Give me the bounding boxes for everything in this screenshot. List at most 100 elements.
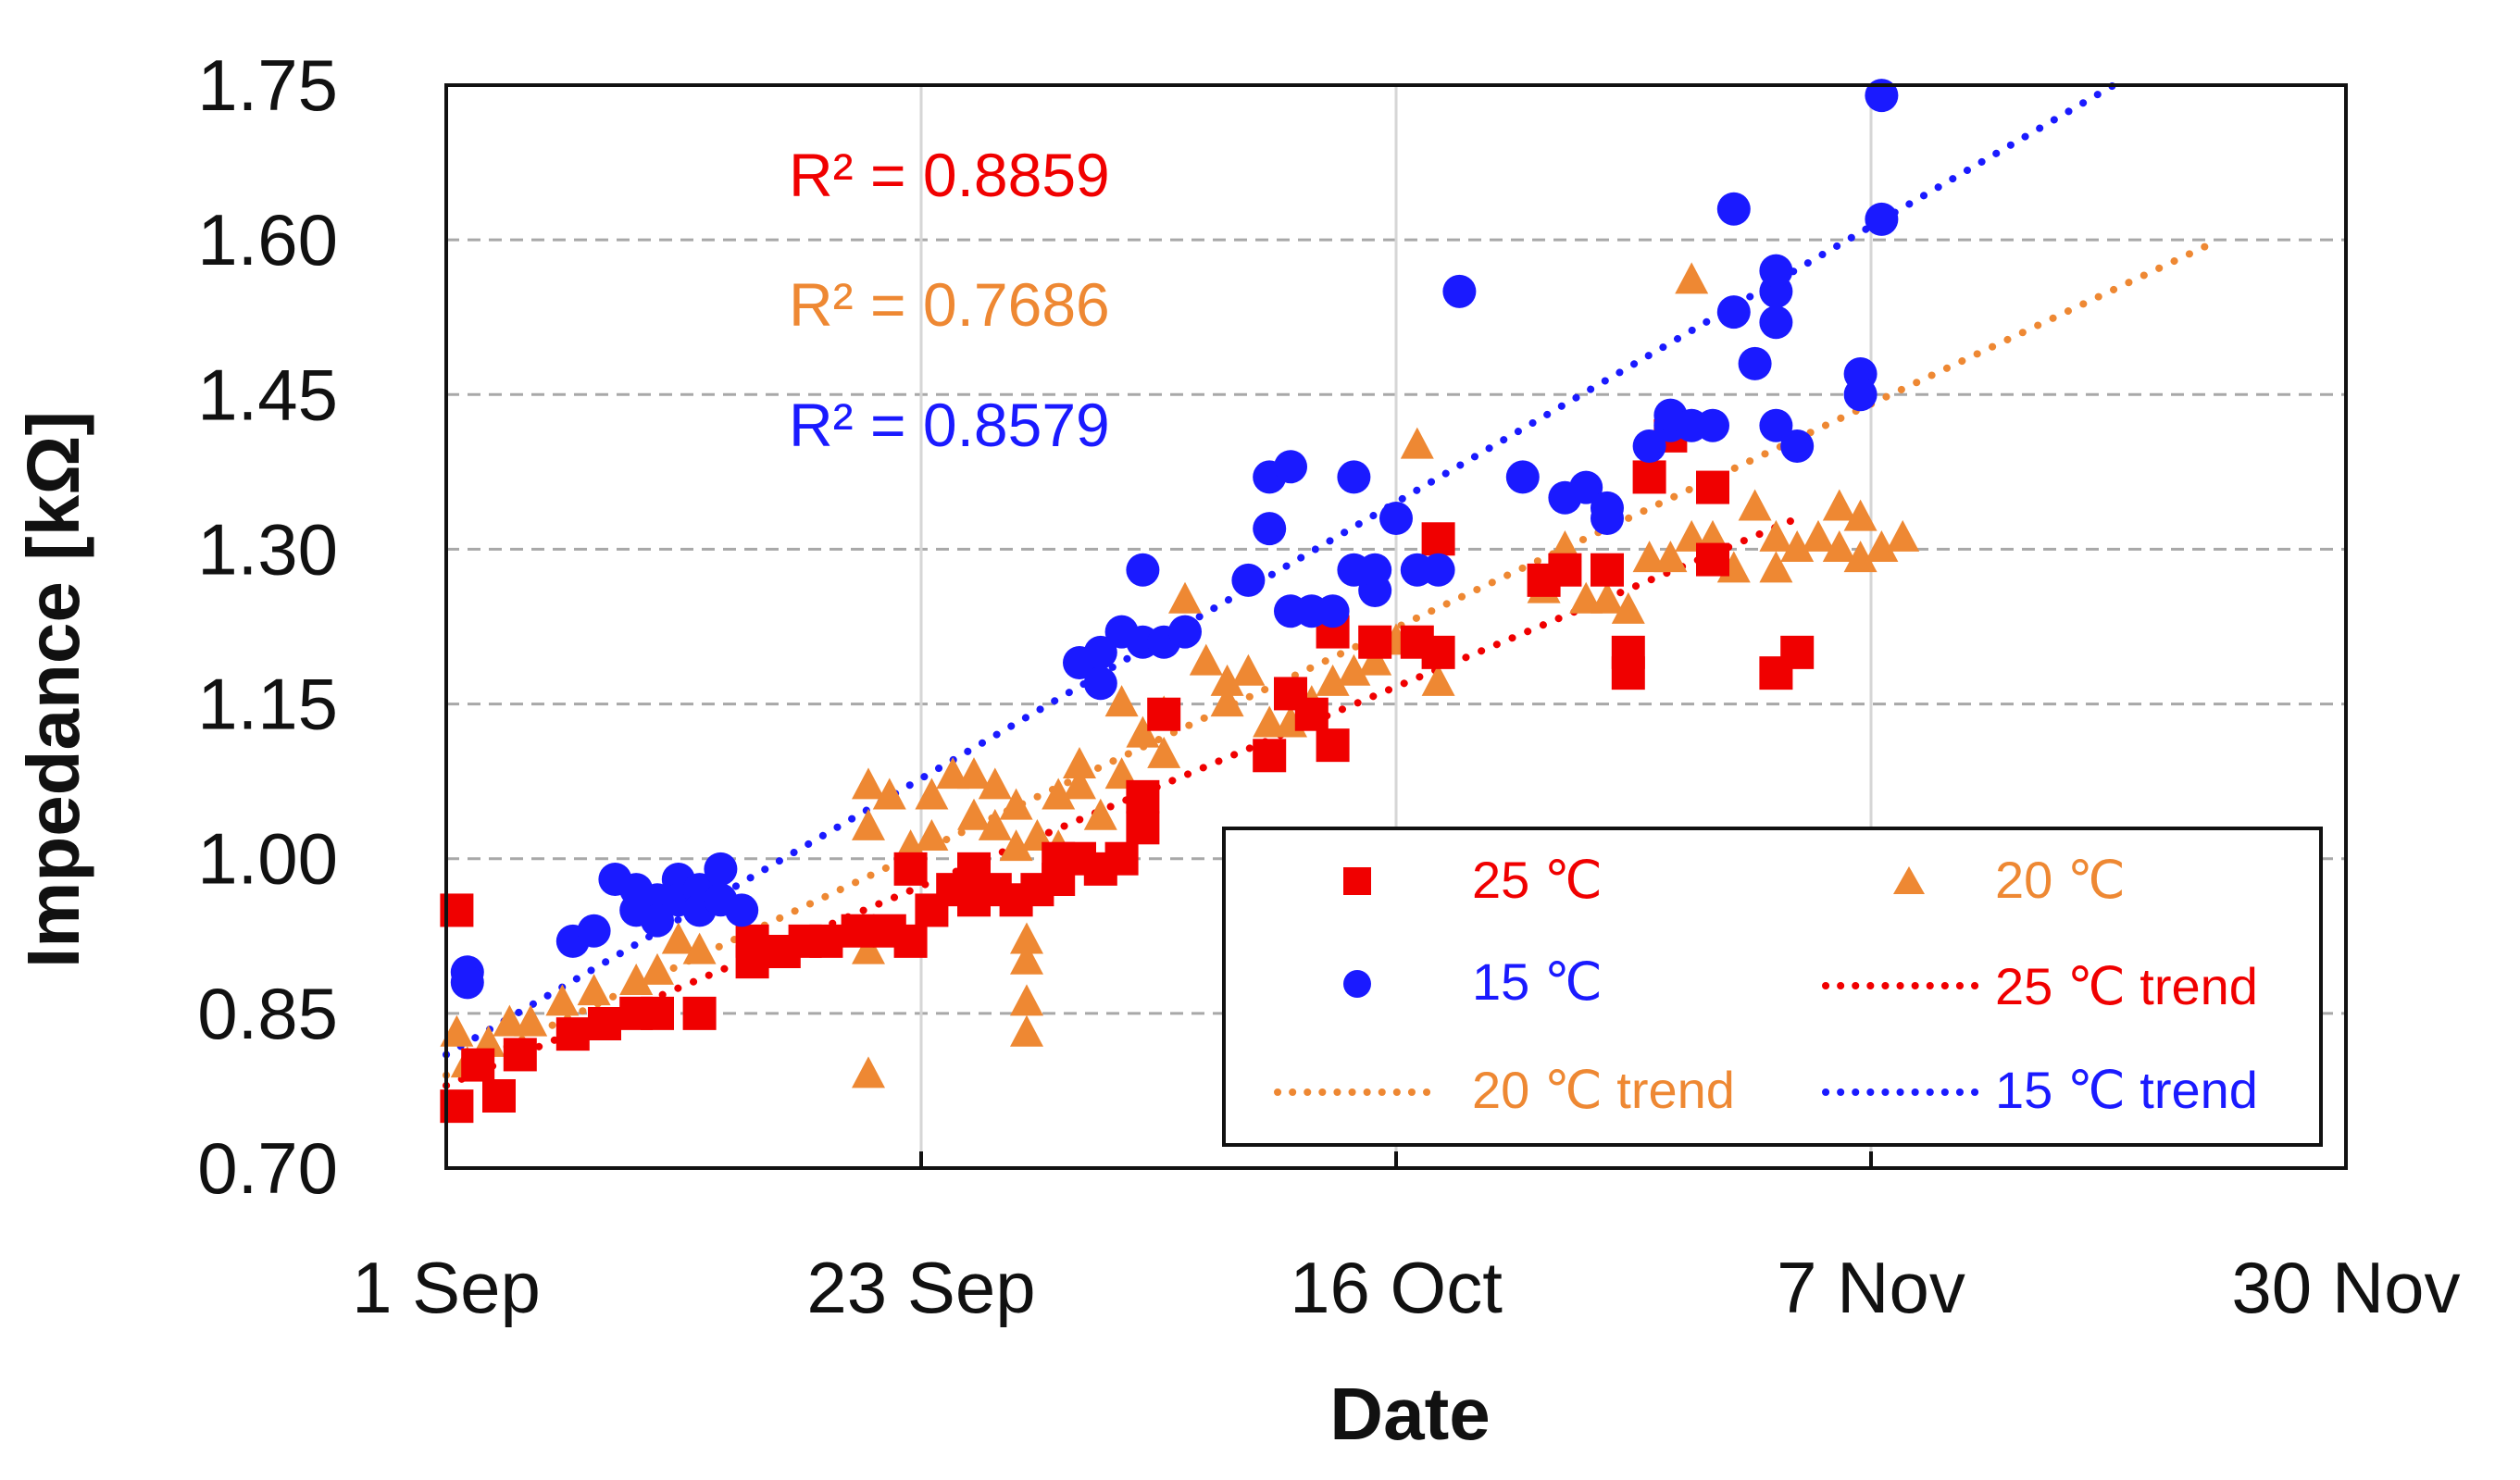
data-point-20-c [545, 984, 580, 1016]
data-point-20-c [852, 767, 885, 800]
x-tick-label: 16 Oct [1290, 1247, 1503, 1328]
data-point-20-c [1010, 942, 1043, 975]
data-point-15-c [1632, 429, 1666, 463]
data-point-20-c [493, 1004, 527, 1037]
data-point-20-c [1822, 530, 1856, 563]
data-point-20-c [1759, 519, 1793, 552]
data-point-25-c [1126, 779, 1160, 814]
data-point-25-c [1591, 553, 1624, 587]
data-point-20-c [1843, 499, 1878, 531]
data-point-15-c [1591, 502, 1624, 535]
y-tick-label: 1.45 [197, 354, 338, 435]
r2-annotation-25c: R² = 0.8859 [789, 141, 1110, 209]
data-point-20-c [1010, 984, 1043, 1016]
y-tick-label: 0.70 [197, 1127, 338, 1209]
data-point-20-c [1189, 643, 1223, 676]
data-point-15-c [1780, 429, 1815, 463]
data-point-20-c [1591, 581, 1624, 614]
data-point-20-c [957, 757, 991, 790]
data-point-15-c [1083, 635, 1117, 669]
x-tick-label: 1 Sep [352, 1247, 541, 1328]
data-point-15-c [1759, 305, 1793, 340]
data-point-25-c [1696, 470, 1729, 504]
data-point-20-c [577, 974, 611, 1006]
data-point-15-c [1505, 460, 1540, 494]
data-point-20-c [1231, 653, 1266, 686]
data-point-25-c [1253, 739, 1287, 773]
data-point-25-c [1611, 656, 1645, 690]
data-point-25-c [682, 996, 717, 1030]
data-point-20-c [872, 777, 906, 810]
data-point-20-c [1104, 685, 1139, 717]
data-point-25-c [1294, 697, 1329, 731]
y-axis-ticks: 0.70 0.85 1.00 1.15 1.30 1.45 1.60 1.75 [197, 44, 338, 1209]
data-point-20-c [1126, 715, 1160, 748]
data-point-15-c [1738, 346, 1772, 380]
data-point-20-c [999, 829, 1033, 862]
data-point-20-c [1843, 541, 1878, 573]
data-point-25-c [1104, 841, 1139, 876]
data-point-25-c [1632, 460, 1666, 494]
data-point-20-c [1632, 541, 1666, 573]
data-point-20-c [1611, 591, 1645, 624]
data-point-20-c [1780, 530, 1815, 563]
data-point-15-c [1168, 615, 1202, 649]
data-point-15-c [1274, 450, 1307, 484]
data-point-25-c [893, 852, 928, 886]
data-point-20-c [1421, 664, 1455, 696]
data-point-20-c [1759, 551, 1793, 583]
data-point-20-c [1675, 262, 1709, 294]
y-tick-label: 1.15 [197, 664, 338, 745]
legend-marker-15c [1343, 970, 1371, 998]
data-point-25-c [1147, 697, 1181, 731]
data-point-15-c [1716, 295, 1751, 330]
data-point-20-c [1042, 777, 1076, 810]
data-point-25-c [503, 1038, 537, 1072]
r2-annotation-20c: R² = 0.7686 [789, 270, 1110, 339]
data-point-20-c [915, 777, 949, 810]
data-point-15-c [1442, 274, 1477, 308]
data-point-20-c [661, 922, 695, 954]
data-point-20-c [852, 1056, 885, 1088]
y-tick-label: 1.30 [197, 508, 338, 590]
data-point-25-c [641, 996, 674, 1030]
data-point-20-c [1865, 530, 1899, 563]
data-point-25-c [588, 1007, 621, 1040]
legend-box [1222, 827, 2323, 1147]
x-tick-label: 30 Nov [2231, 1247, 2460, 1328]
x-tick-label: 23 Sep [806, 1247, 1035, 1328]
legend-label-15c-trend: 15 ℃ trend [1995, 1061, 2258, 1119]
data-point-25-c [893, 924, 928, 958]
data-point-25-c [1696, 542, 1729, 577]
y-axis-title: Impedance [kΩ] [12, 411, 94, 968]
data-point-25-c [1548, 553, 1582, 587]
data-point-15-c [1358, 553, 1392, 587]
data-point-20-c [1400, 427, 1434, 459]
data-point-25-c [1126, 811, 1160, 845]
data-point-20-c [1886, 519, 1920, 552]
data-point-20-c [978, 767, 1012, 800]
data-point-25-c [1421, 635, 1455, 669]
data-point-25-c [1780, 635, 1815, 669]
data-point-20-c [915, 819, 949, 852]
x-axis-title: Date [1329, 1373, 1490, 1455]
legend-label-25c-trend: 25 ℃ trend [1995, 957, 2258, 1015]
data-point-20-c [682, 932, 717, 964]
data-point-15-c [450, 965, 484, 1000]
data-point-25-c [1358, 625, 1392, 659]
data-point-15-c [1716, 192, 1751, 226]
data-point-15-c [1126, 553, 1160, 587]
data-point-15-c [1421, 553, 1455, 587]
legend-label-25c: 25 ℃ [1472, 851, 1603, 909]
data-point-20-c [936, 757, 970, 790]
legend-label-15c: 15 ℃ [1472, 952, 1603, 1011]
legend-marker-20c [1893, 866, 1925, 894]
data-point-20-c [440, 1014, 474, 1047]
data-point-20-c [852, 932, 885, 964]
data-point-15-c [1083, 666, 1117, 701]
data-point-20-c [1210, 685, 1244, 717]
data-point-20-c [1210, 664, 1244, 696]
data-point-20-c [514, 1004, 548, 1037]
data-point-20-c [1316, 664, 1350, 696]
